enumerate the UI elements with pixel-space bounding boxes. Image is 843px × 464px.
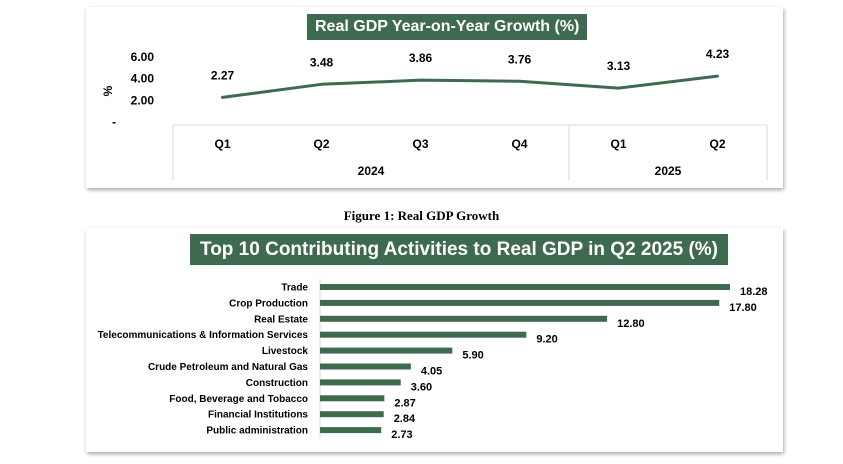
bar	[320, 395, 385, 402]
x-tick-label: Q1	[610, 137, 626, 151]
bar-value-label: 5.90	[462, 350, 483, 362]
data-label: 3.48	[310, 55, 334, 69]
bar	[320, 363, 411, 370]
y-axis-label: %	[101, 85, 115, 96]
data-label: 3.13	[607, 59, 631, 73]
data-label: 3.86	[409, 51, 433, 65]
bar-value-label: 3.60	[411, 381, 432, 393]
bar-chart: Trade Crop Production Real Estate Telecommu…	[98, 279, 768, 441]
bars	[320, 284, 730, 434]
bar-category-label: Crop Production	[229, 298, 308, 309]
data-label: 4.23	[706, 47, 730, 61]
x-tick-label: Q3	[412, 137, 428, 151]
bar-value-label: 2.73	[391, 429, 412, 441]
x-tick-label: Q2	[313, 137, 329, 151]
series-line	[221, 74, 719, 99]
x-group-label: 2025	[655, 164, 682, 178]
y-tick-label: -	[112, 115, 116, 129]
figure-caption: Figure 1: Real GDP Growth	[343, 208, 500, 223]
bar-value-label: 2.84	[394, 413, 416, 425]
x-axis-categories: Q1 Q2 Q3 Q4 Q1 Q2	[214, 137, 725, 151]
bar-category-label: Food, Beverage and Tobacco	[169, 394, 308, 405]
bar-value-label: 17.80	[729, 302, 757, 314]
bar-category-label: Telecommunications & Information Service…	[98, 330, 309, 341]
x-tick-label: Q2	[709, 137, 725, 151]
bar-category-label: Financial Institutions	[208, 410, 308, 421]
x-axis-groups: 2024 2025	[358, 164, 682, 178]
bar-category-label: Public administration	[206, 426, 308, 437]
bar	[320, 331, 527, 338]
bar	[320, 379, 401, 386]
bar-category-label: Crude Petroleum and Natural Gas	[148, 362, 308, 373]
y-axis-ticks: 6.00 4.00 2.00 -	[112, 50, 154, 129]
x-tick-label: Q1	[214, 137, 230, 151]
bar-category-label: Construction	[246, 378, 308, 389]
bar-value-labels: 18.28 17.80 12.80 9.20 5.90 4.05 3.60 2.87 2.84 2…	[391, 286, 767, 441]
data-label: 3.76	[508, 52, 532, 66]
bar	[320, 315, 608, 322]
bar	[320, 347, 453, 354]
line-chart-title: Real GDP Year-on-Year Growth (%)	[307, 14, 588, 40]
x-tick-label: Q4	[511, 137, 527, 151]
bar-category-label: Livestock	[262, 346, 309, 357]
bar	[320, 284, 730, 290]
line-chart: % 6.00 4.00 2.00 - 2.27 3.48 3.86 3.76 3.13 4.23…	[101, 47, 768, 180]
bar	[320, 427, 382, 434]
data-label: 2.27	[211, 68, 235, 82]
bar-category-label: Real Estate	[254, 314, 308, 325]
bar	[320, 299, 720, 306]
bar	[320, 411, 384, 418]
bar-value-label: 4.05	[421, 366, 442, 378]
gdp-growth-panel: Real GDP Year-on-Year Growth (%) % 6.00 4…	[86, 7, 783, 188]
y-tick-label: 4.00	[131, 72, 155, 86]
bar-chart-title: Top 10 Contributing Activities to Real G…	[190, 234, 729, 265]
axis-table	[172, 124, 768, 180]
gdp-growth-line	[221, 74, 719, 99]
bar-value-label: 18.28	[740, 286, 768, 298]
top-activities-panel: Top 10 Contributing Activities to Real G…	[86, 228, 783, 452]
y-tick-label: 6.00	[131, 50, 155, 64]
bar-value-label: 2.87	[394, 397, 415, 409]
y-tick-label: 2.00	[131, 93, 155, 107]
x-group-label: 2024	[358, 164, 385, 178]
data-labels: 2.27 3.48 3.86 3.76 3.13 4.23	[211, 47, 730, 82]
bar-value-label: 9.20	[536, 334, 557, 346]
bar-category-labels: Trade Crop Production Real Estate Telecommu…	[98, 283, 309, 437]
bar-category-label: Trade	[281, 283, 308, 294]
bar-value-label: 12.80	[617, 318, 645, 330]
